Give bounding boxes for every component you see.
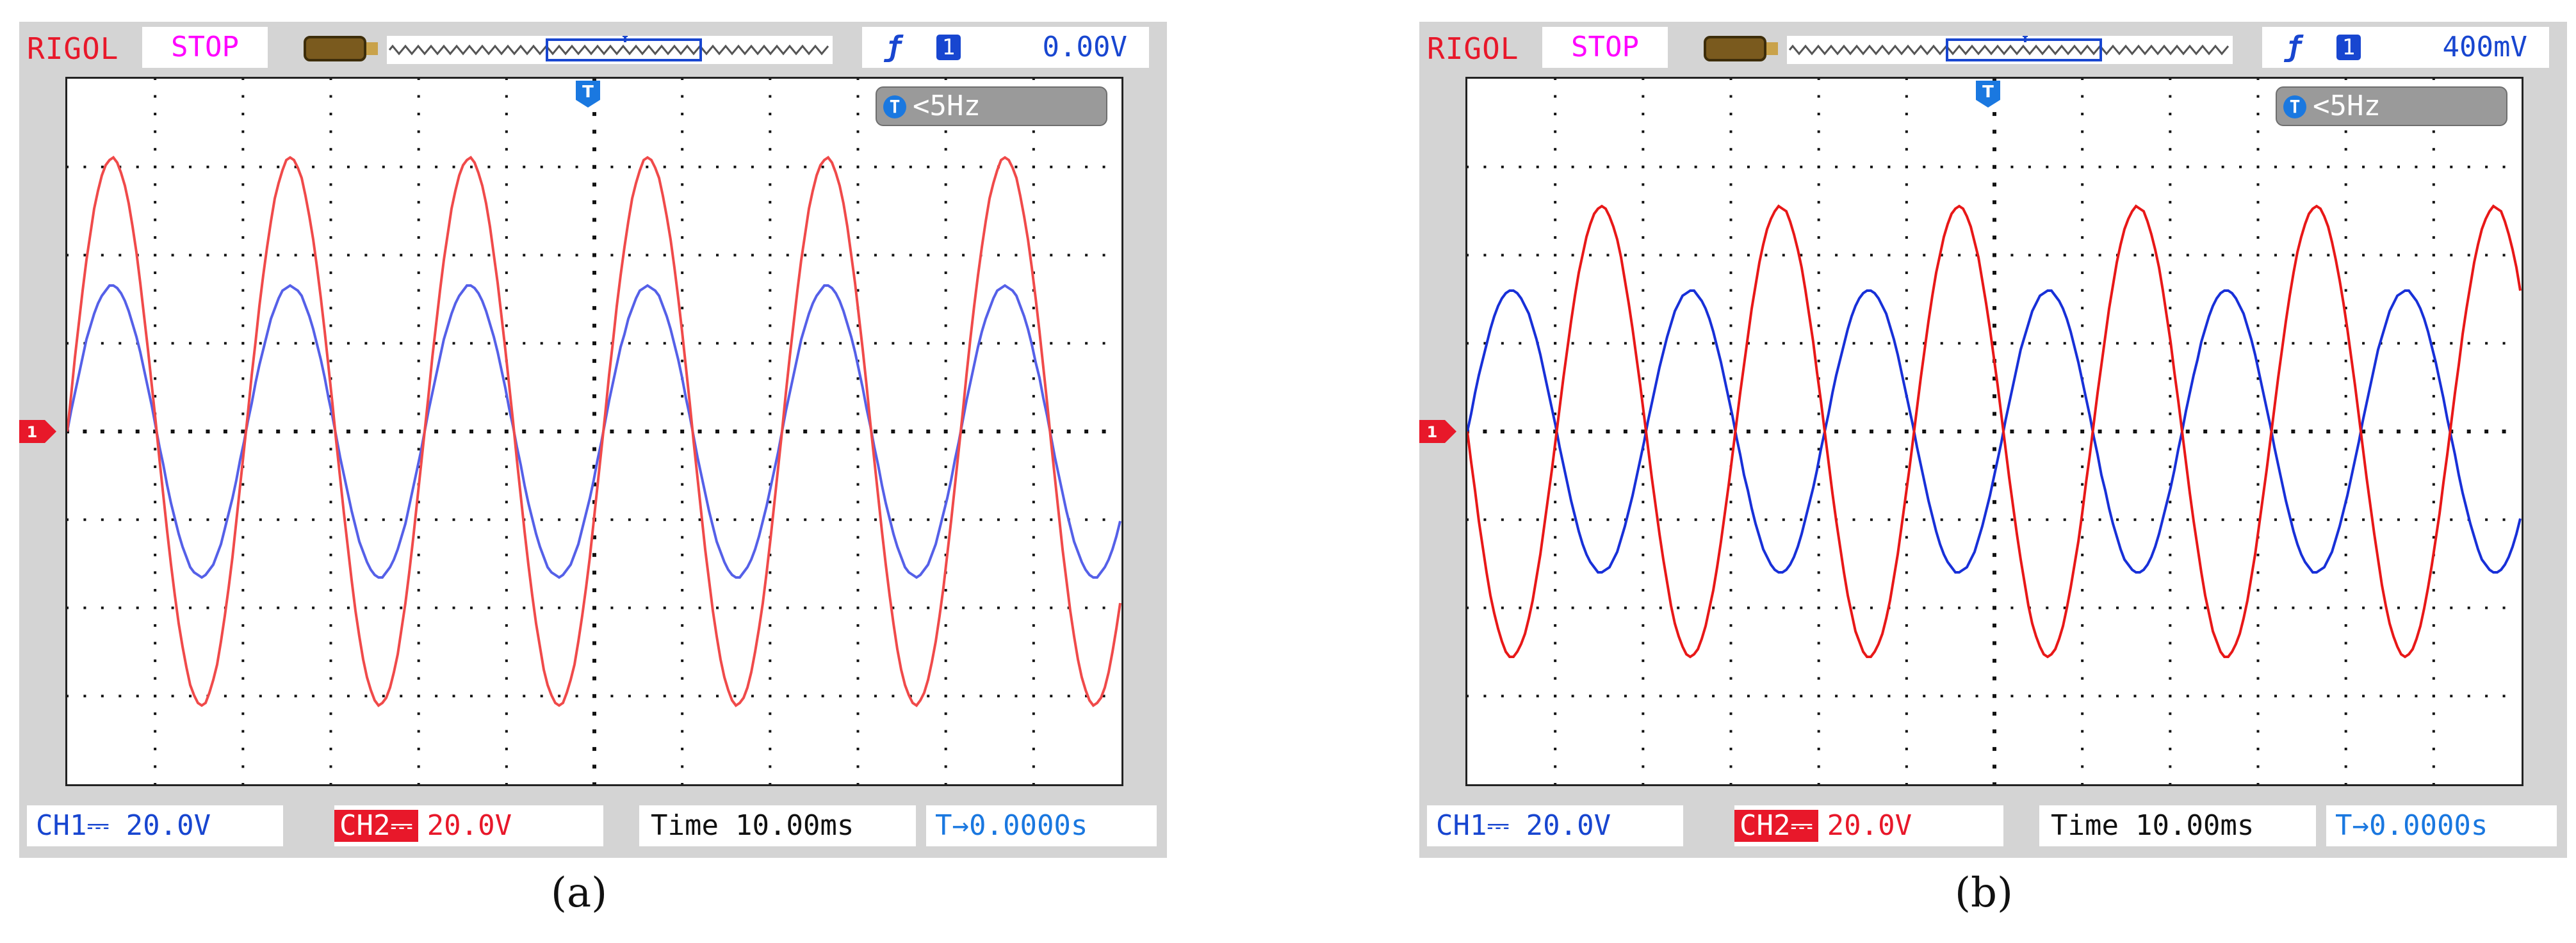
trigger-position-marker-icon: T: [1976, 81, 2000, 108]
memory-depth-icon: [304, 36, 366, 61]
ch2-tag: CH2⎓: [334, 810, 418, 842]
oscilloscope-panel-b: RIGOL STOP ƒ 1 400mV T <5Hz T 1 CH1⎓ 20.0…: [1419, 22, 2567, 858]
ch2-scale: 20.0V: [427, 809, 512, 842]
ch2-label: CH2: [339, 809, 391, 842]
memory-depth-icon-tip: [366, 42, 378, 55]
panel-label-b: (b): [1955, 869, 2013, 917]
ch1-scale: 20.0V: [1526, 809, 1611, 842]
grid-dots: [1467, 79, 2506, 784]
svg-text:T: T: [1982, 83, 1994, 102]
ch1-scale-box[interactable]: CH1⎓ 20.0V: [27, 805, 283, 846]
ch2-scale-box[interactable]: CH2⎓ 20.0V: [1734, 805, 2003, 846]
time-scale: 10.00ms: [2135, 809, 2254, 842]
ch1-scale: 20.0V: [126, 809, 211, 842]
grid-dots: [67, 79, 1106, 784]
trigger-frequency: <5Hz: [2313, 90, 2381, 122]
memory-depth-icon-tip: [1766, 42, 1778, 55]
ch1-waveform: [67, 284, 1121, 579]
dc-coupling-icon: ⎓: [1487, 809, 1510, 842]
ch1-label: CH1: [36, 809, 87, 842]
ch1-scale-box[interactable]: CH1⎓ 20.0V: [1427, 805, 1683, 846]
trigger-source-badge: 1: [2336, 35, 2361, 60]
timebase-box[interactable]: Time 10.00ms: [2039, 805, 2316, 846]
trigger-level: 0.00V: [1042, 31, 1127, 63]
svg-text:1: 1: [27, 423, 38, 441]
timebase-overview-bar: [387, 36, 833, 64]
trigger-position-box[interactable]: T→0.0000s: [926, 805, 1157, 846]
ch2-waveform: [1467, 204, 2522, 659]
trigger-t-icon: T: [883, 95, 906, 118]
panel-label-a: (a): [551, 869, 608, 917]
trigger-position-marker-icon: T: [576, 81, 600, 108]
ch1-label: CH1: [1436, 809, 1487, 842]
trigger-level: 400mV: [2442, 31, 2527, 63]
trigger-frequency: <5Hz: [913, 90, 981, 122]
trigger-info[interactable]: ƒ 1 0.00V: [862, 27, 1149, 68]
brand-logo: RIGOL: [1427, 31, 1519, 66]
waveform-display: T <5Hz: [65, 77, 1123, 786]
run-stop-status[interactable]: STOP: [142, 27, 268, 68]
time-label: Time: [2051, 809, 2119, 842]
ch2-tag: CH2⎓: [1734, 810, 1818, 842]
waveform-display: T <5Hz: [1465, 77, 2523, 786]
waveform-plot: [67, 79, 1121, 784]
dc-coupling-icon: ⎓: [1790, 809, 1813, 842]
ch2-waveform: [67, 156, 1121, 707]
trigger-t-icon: T: [2283, 95, 2306, 118]
trigger-position-box[interactable]: T→0.0000s: [2326, 805, 2557, 846]
ch1-ground-marker-icon: 1: [19, 420, 56, 443]
oscilloscope-panel-a: RIGOL STOP ƒ 1 0.00V T <5Hz T 1 CH1⎓ 20.0…: [19, 22, 1167, 858]
ch2-label: CH2: [1740, 809, 1791, 842]
timebase-box[interactable]: Time 10.00ms: [639, 805, 916, 846]
trigger-offset: T→0.0000s: [935, 809, 1088, 842]
dc-coupling-icon: ⎓: [390, 809, 413, 842]
trigger-source-badge: 1: [936, 35, 961, 60]
time-scale: 10.00ms: [735, 809, 854, 842]
trigger-slope-icon: ƒ: [885, 31, 902, 63]
trigger-status-pill: T <5Hz: [2276, 86, 2507, 126]
trigger-info[interactable]: ƒ 1 400mV: [2262, 27, 2549, 68]
brand-logo: RIGOL: [27, 31, 119, 66]
ch2-scale-box[interactable]: CH2⎓ 20.0V: [334, 805, 603, 846]
trigger-status-pill: T <5Hz: [876, 86, 1107, 126]
ch1-ground-marker-icon: 1: [1419, 420, 1456, 443]
dc-coupling-icon: ⎓: [86, 809, 110, 842]
memory-depth-icon: [1704, 36, 1766, 61]
waveform-plot: [1467, 79, 2522, 784]
trigger-offset: T→0.0000s: [2335, 809, 2488, 842]
svg-text:1: 1: [1427, 423, 1438, 441]
trigger-slope-icon: ƒ: [2285, 31, 2303, 63]
ch2-scale: 20.0V: [1827, 809, 1912, 842]
ch1-waveform: [1467, 289, 2522, 574]
svg-text:T: T: [582, 83, 594, 102]
run-stop-status[interactable]: STOP: [1542, 27, 1668, 68]
timebase-overview-bar: [1787, 36, 2233, 64]
time-label: Time: [651, 809, 719, 842]
